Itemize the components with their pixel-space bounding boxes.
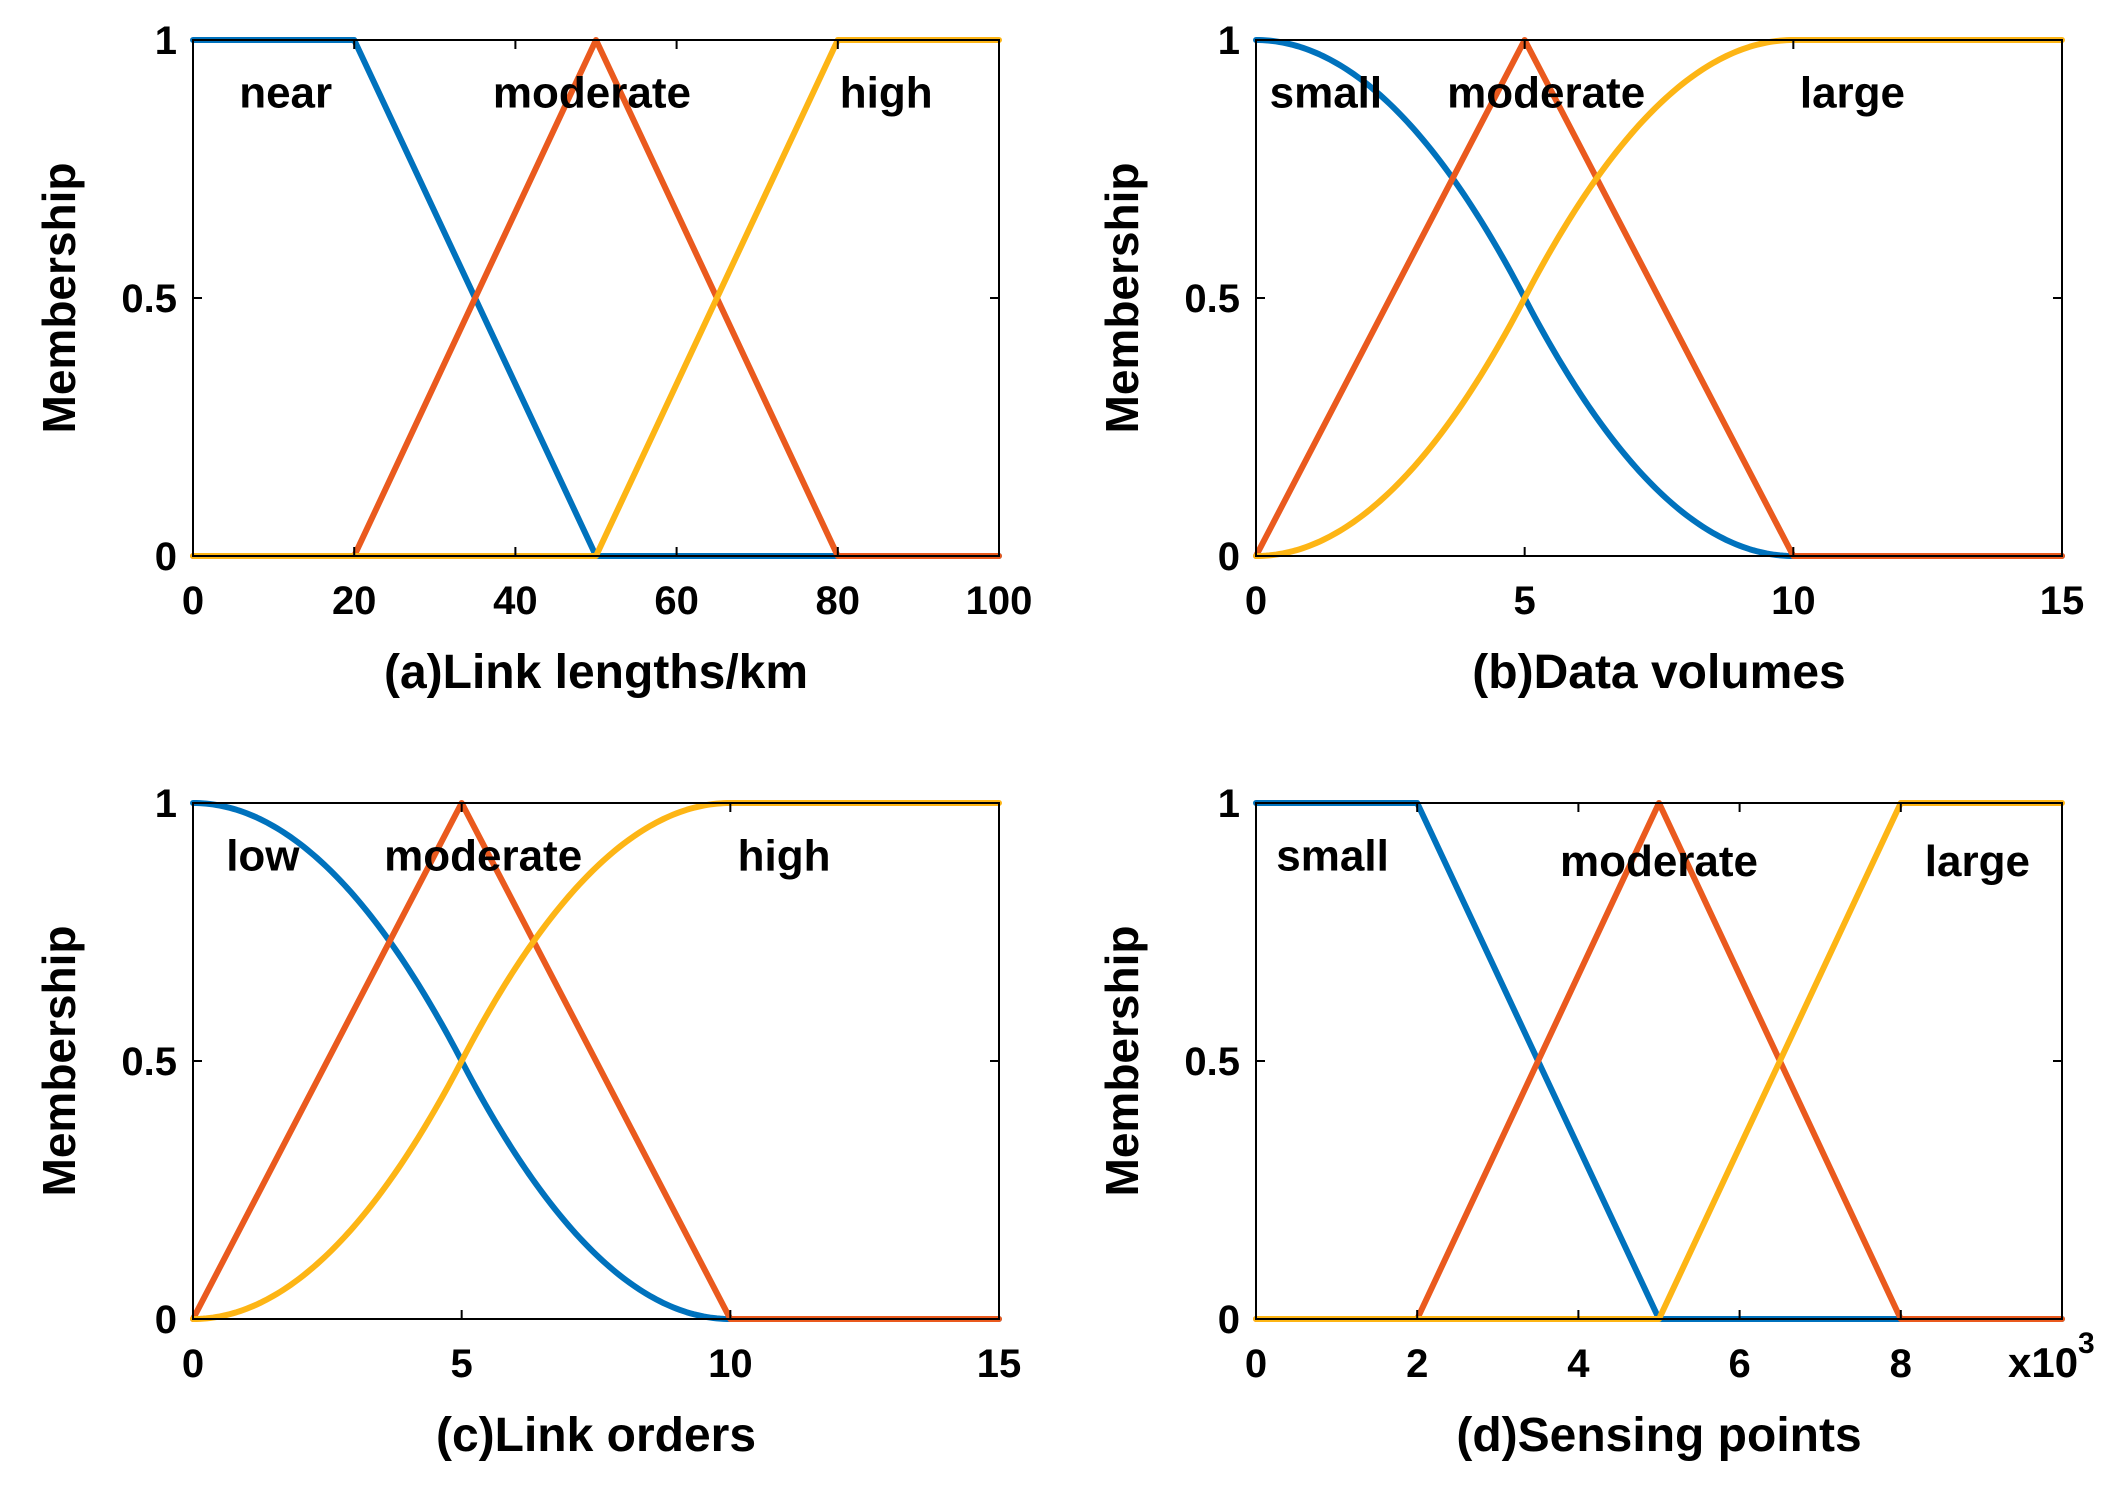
y-axis-label: Membership — [33, 926, 85, 1197]
chart-panel-d: 0 2 4 6 8 0 0.5 1 (d)Sensing points Membership sma… — [1096, 782, 2095, 1462]
y-tick-label: 1 — [1218, 782, 1240, 826]
x-tick-label: 100 — [966, 579, 1033, 623]
annotation-moderate: moderate — [1560, 837, 1758, 886]
y-tick-label: 0 — [155, 535, 177, 579]
x-tick-label: 5 — [1514, 579, 1536, 623]
x-tick-label: 0 — [182, 1342, 204, 1386]
x-tick-label: 15 — [2040, 579, 2085, 623]
x-axis-multiplier: x10 — [2008, 1339, 2078, 1386]
y-tick-label: 0.5 — [121, 1040, 177, 1084]
annotation-low: low — [226, 832, 300, 881]
chart-panel-b: 0 5 10 15 0 0.5 1 (b)Data volumes Membership smal… — [1096, 19, 2084, 699]
chart-panel-a: 0 20 40 60 80 100 0 0.5 1 (a)Link lengths/km Membe… — [33, 19, 1032, 699]
chart-panel-c: 0 5 10 15 0 0.5 1 (c)Link orders Membership low mo… — [33, 782, 1021, 1462]
x-tick-label: 4 — [1567, 1342, 1590, 1386]
x-axis-label: (c)Link orders — [436, 1409, 756, 1462]
x-tick-label: 40 — [493, 579, 538, 623]
annotation-small: small — [1270, 69, 1383, 118]
annotation-moderate: moderate — [384, 832, 582, 881]
y-tick-label: 1 — [1218, 19, 1240, 63]
x-tick-label: 0 — [1245, 579, 1267, 623]
y-tick-label: 0.5 — [1184, 1040, 1240, 1084]
y-axis-label: Membership — [1096, 926, 1148, 1197]
x-tick-label: 0 — [182, 579, 204, 623]
annotation-large: large — [1925, 837, 2030, 886]
y-tick-label: 0 — [1218, 535, 1240, 579]
annotation-near: near — [239, 69, 332, 118]
y-tick-label: 0 — [1218, 1298, 1240, 1342]
y-axis-label: Membership — [1096, 163, 1148, 434]
x-tick-label: 15 — [977, 1342, 1022, 1386]
y-tick-label: 0 — [155, 1298, 177, 1342]
x-tick-label: 10 — [708, 1342, 753, 1386]
y-axis-label: Membership — [33, 163, 85, 434]
annotation-high: high — [840, 69, 933, 118]
y-tick-label: 1 — [155, 782, 177, 826]
x-axis-label: (b)Data volumes — [1472, 646, 1845, 699]
x-axis-label: (d)Sensing points — [1456, 1409, 1861, 1462]
y-tick-label: 1 — [155, 19, 177, 63]
x-tick-label: 20 — [332, 579, 377, 623]
x-tick-label: 0 — [1245, 1342, 1267, 1386]
x-tick-label: 5 — [451, 1342, 473, 1386]
x-tick-label: 60 — [654, 579, 699, 623]
x-tick-label: 80 — [816, 579, 861, 623]
annotation-high: high — [738, 832, 831, 881]
x-tick-label: 6 — [1728, 1342, 1750, 1386]
annotation-large: large — [1800, 69, 1905, 118]
x-tick-label: 2 — [1406, 1342, 1428, 1386]
annotation-small: small — [1276, 832, 1389, 881]
x-tick-label: 8 — [1890, 1342, 1912, 1386]
annotation-moderate: moderate — [1447, 69, 1645, 118]
x-axis-multiplier-exponent: 3 — [2078, 1327, 2095, 1360]
annotation-moderate: moderate — [493, 69, 691, 118]
x-axis-label: (a)Link lengths/km — [384, 646, 808, 699]
x-tick-label: 10 — [1771, 579, 1816, 623]
y-tick-label: 0.5 — [121, 277, 177, 321]
y-tick-label: 0.5 — [1184, 277, 1240, 321]
